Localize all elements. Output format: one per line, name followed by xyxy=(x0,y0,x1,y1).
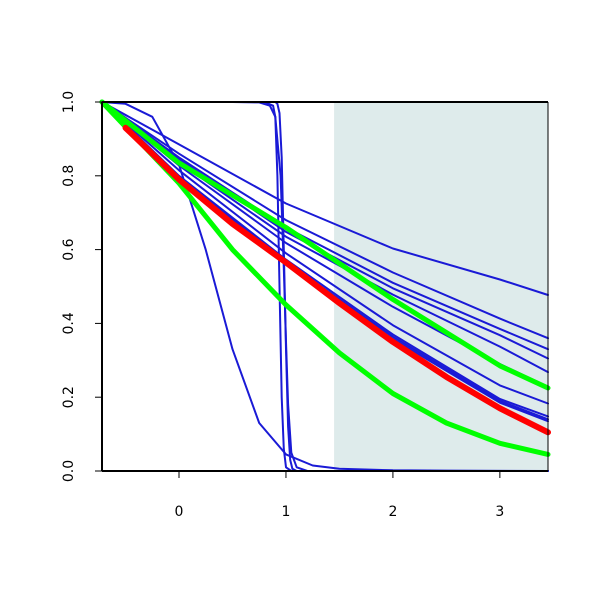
series-line-1 xyxy=(101,101,549,296)
axes-layer: 0 1 2 3 0.0 0.2 0.4 0.6 0.8 1.0 xyxy=(61,91,549,520)
series-line-17 xyxy=(122,124,551,436)
series-line-16 xyxy=(99,99,551,457)
y-tick-label: 0.2 xyxy=(61,386,77,408)
x-tick-label: 1 xyxy=(282,504,291,520)
series-line-13 xyxy=(101,101,549,472)
x-tick-label: 0 xyxy=(175,504,184,520)
y-tick-label: 0.6 xyxy=(61,238,77,260)
series-line-14 xyxy=(101,101,549,472)
x-tick-label: 3 xyxy=(495,504,504,520)
series-line-7 xyxy=(101,101,549,405)
y-tick-label: 1.0 xyxy=(61,91,77,113)
y-tick-label: 0.4 xyxy=(61,312,77,334)
x-tick-label: 2 xyxy=(388,504,397,520)
y-tick-label: 0.0 xyxy=(61,460,77,482)
y-tick-label: 0.8 xyxy=(61,165,77,187)
series-line-3 xyxy=(101,101,549,351)
series-line-2 xyxy=(101,101,549,340)
series-line-15 xyxy=(99,99,551,391)
